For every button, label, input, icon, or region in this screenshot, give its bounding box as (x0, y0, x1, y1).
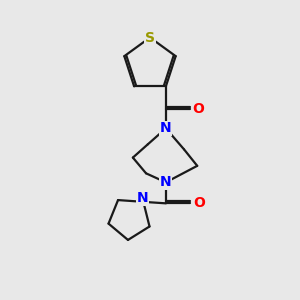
Text: N: N (160, 121, 172, 135)
Text: N: N (160, 175, 172, 189)
Text: O: O (193, 196, 205, 210)
Text: O: O (192, 102, 204, 116)
Text: N: N (137, 191, 148, 205)
Text: S: S (145, 31, 155, 44)
